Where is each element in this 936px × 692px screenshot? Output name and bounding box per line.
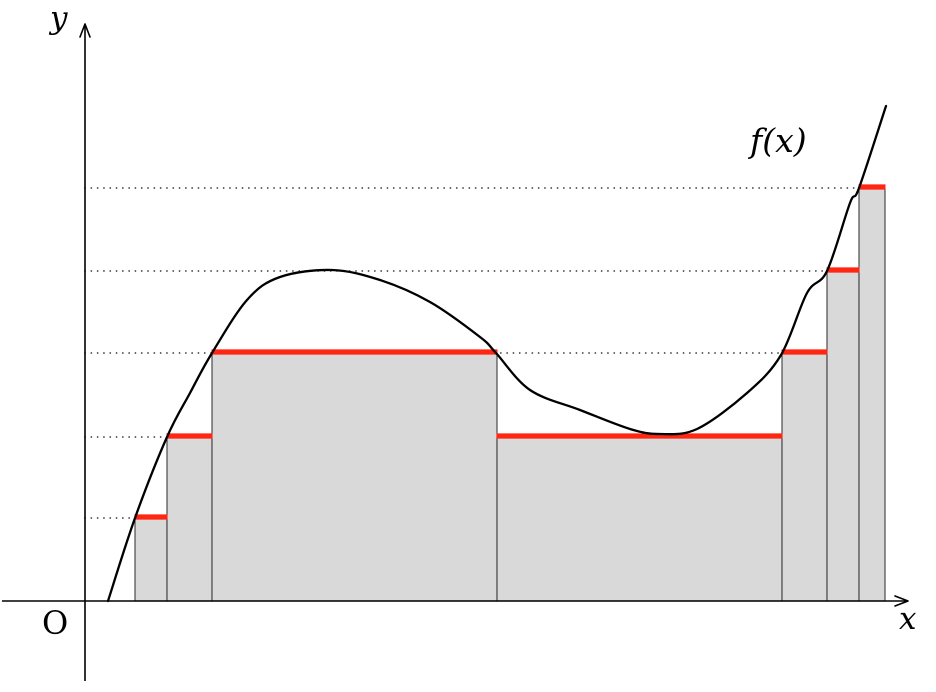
x-axis-label: x	[899, 601, 917, 637]
y-axis-label: y	[50, 0, 68, 36]
riemann-rectangle	[781, 352, 828, 602]
riemann-rectangle	[166, 436, 213, 602]
riemann-rectangle	[826, 270, 860, 602]
y-axis-arrowhead	[79, 23, 91, 38]
riemann-rectangle	[496, 436, 783, 602]
origin-label: O	[42, 604, 69, 642]
function-label: f(x)	[750, 121, 807, 160]
x-axis-arrowhead	[894, 595, 909, 607]
riemann-rectangle	[211, 352, 498, 602]
riemann-rectangle	[134, 517, 168, 602]
riemann-rectangle	[858, 187, 886, 602]
function-curve	[106, 104, 888, 603]
